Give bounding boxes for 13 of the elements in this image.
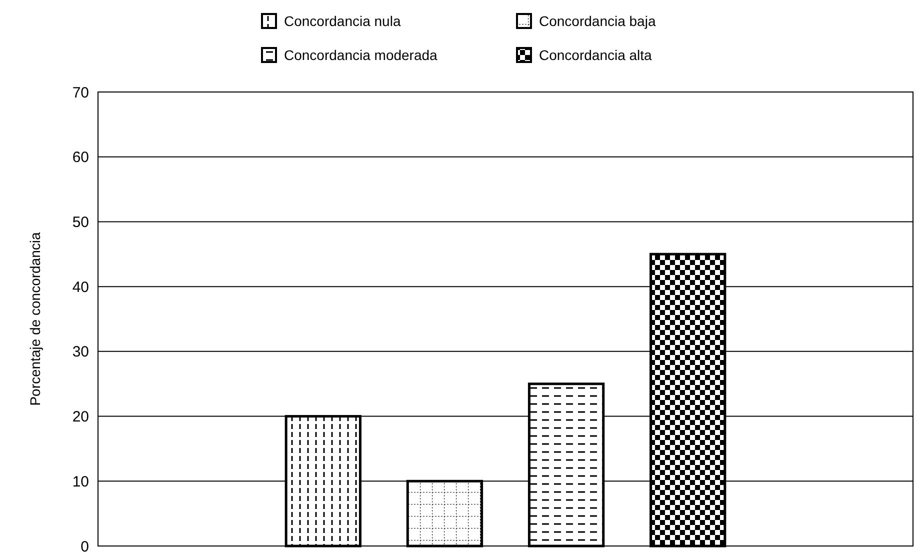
legend-label: Concordancia moderada	[284, 46, 438, 63]
y-tick-label: 70	[72, 84, 89, 102]
legend-label: Concordancia nula	[284, 12, 401, 29]
y-tick-label: 20	[72, 408, 89, 426]
y-tick-label: 10	[72, 473, 89, 490]
y-tick-label: 0	[80, 538, 89, 552]
legend-label: Concordancia alta	[539, 46, 652, 63]
y-tick-label: 60	[72, 149, 89, 166]
y-tick-label: 30	[72, 344, 89, 361]
y-tick-label: 40	[72, 278, 89, 296]
y-tick-label: 50	[72, 214, 89, 231]
legend-label: Concordancia baja	[539, 12, 656, 29]
y-axis-title: Porcentaje de concordancia	[27, 232, 43, 406]
